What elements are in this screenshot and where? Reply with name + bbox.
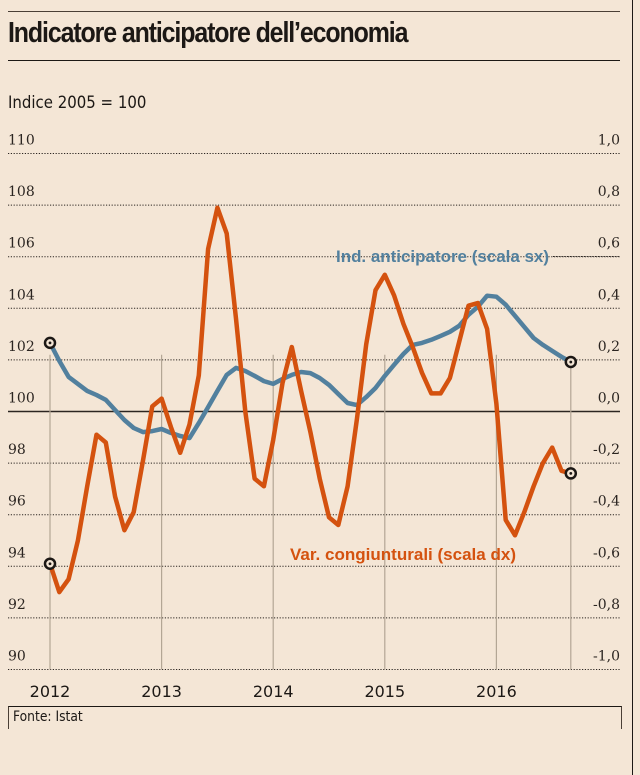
y-tick-right: -0,8 (593, 597, 620, 613)
y-tick-left: 106 (8, 236, 35, 252)
y-tick-right: 0,4 (598, 287, 620, 303)
marker-end-variazioni-dot (569, 472, 573, 475)
y-tick-left: 104 (8, 287, 35, 303)
legend-indicatore: Ind. anticipatore (scala sx) (336, 247, 620, 266)
endpoint-markers (43, 336, 578, 570)
series-line-variazioni (47, 205, 574, 595)
y-tick-right: -0,6 (593, 545, 620, 561)
y-tick-right: 1,0 (598, 133, 620, 149)
marker-start-indicatore-dot (48, 341, 52, 345)
y-tick-left: 94 (8, 545, 26, 561)
marker-start-variazioni-dot (48, 562, 52, 566)
x-axis: 2012 2013 2014 2015 2016 (30, 682, 517, 701)
y-tick-right: 0,6 (598, 236, 620, 252)
top-rule (8, 11, 620, 12)
x-tick-label: 2014 (253, 682, 294, 701)
gridlines (8, 153, 620, 670)
y-tick-right: 0,8 (598, 184, 620, 200)
x-tick-label: 2012 (30, 682, 71, 701)
y-axis-left: 110 108 106 104 102 100 98 96 94 92 90 (8, 133, 35, 665)
title-rule (8, 60, 620, 61)
y-tick-right: -1,0 (593, 649, 620, 665)
y-tick-left: 100 (8, 391, 35, 407)
y-tick-left: 98 (8, 442, 26, 458)
y-tick-left: 90 (8, 649, 26, 665)
source-box (8, 706, 622, 729)
chart-subtitle: Indice 2005 = 100 (8, 93, 147, 113)
y-tick-right: -0,4 (593, 494, 620, 510)
marker-end-indicatore-dot (569, 360, 573, 364)
legend-label-variazioni: Var. congiunturali (scala dx) (290, 545, 516, 564)
legend-label-indicatore: Ind. anticipatore (scala sx) (336, 247, 549, 266)
x-tick-label: 2015 (364, 682, 405, 701)
chart-title: Indicatore anticipatore dell’economia (8, 17, 408, 49)
y-tick-right: 0,2 (598, 339, 620, 355)
y-tick-left: 96 (8, 494, 26, 510)
frame-border (632, 0, 633, 775)
y-tick-left: 110 (8, 133, 35, 149)
y-tick-right: -0,2 (593, 442, 620, 458)
series-line-indicatore (47, 293, 574, 441)
x-tick-label: 2016 (476, 682, 517, 701)
source-note: Fonte: Istat (13, 709, 83, 725)
y-tick-left: 108 (8, 184, 35, 200)
year-lines (49, 354, 572, 670)
y-tick-left: 102 (8, 339, 35, 355)
y-tick-left: 92 (8, 597, 26, 613)
y-axis-right: 1,0 0,8 0,6 0,4 0,2 0,0 -0,2 -0,4 -0,6 -0,8 -1,0 (593, 133, 620, 665)
x-tick-label: 2013 (141, 682, 182, 701)
y-tick-right: 0,0 (598, 391, 620, 407)
